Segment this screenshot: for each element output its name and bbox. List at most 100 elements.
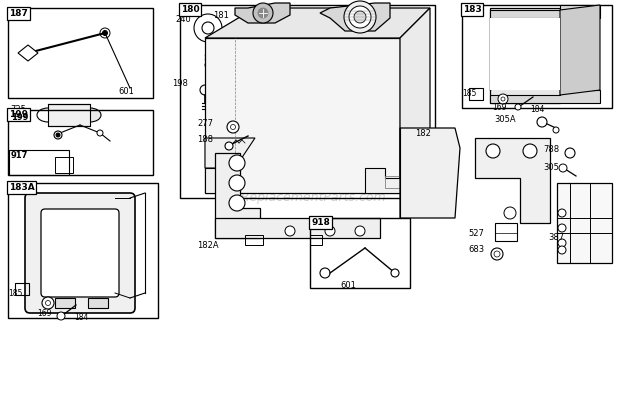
Circle shape [565,148,575,158]
Circle shape [558,246,566,254]
Text: 199: 199 [9,110,28,119]
Text: 601: 601 [118,88,134,97]
Polygon shape [205,168,235,193]
Circle shape [355,226,365,236]
Circle shape [320,268,330,278]
Circle shape [354,11,366,23]
Polygon shape [400,128,460,218]
Circle shape [553,127,559,133]
Polygon shape [475,138,550,223]
Circle shape [253,3,273,23]
Bar [385,176,400,188]
Polygon shape [205,138,255,168]
Bar [310,235,322,245]
Bar [462,5,612,108]
Text: 199: 199 [11,114,29,123]
Circle shape [344,1,376,33]
Text: 183: 183 [463,5,482,14]
Circle shape [523,144,537,158]
Circle shape [202,22,214,34]
Text: 305: 305 [543,162,559,171]
Text: 240: 240 [175,15,191,24]
Polygon shape [18,45,38,61]
Ellipse shape [79,108,101,122]
Text: 527: 527 [468,228,484,237]
Bar [8,183,158,318]
Text: 918: 918 [311,218,330,227]
Circle shape [558,209,566,217]
Bar [180,5,435,198]
Text: 198: 198 [172,79,188,88]
Text: 725: 725 [10,105,26,114]
Circle shape [486,144,500,158]
Polygon shape [235,3,290,23]
Circle shape [57,312,65,320]
Polygon shape [215,153,260,238]
Text: 169: 169 [37,310,51,318]
Polygon shape [205,38,400,193]
Text: 683: 683 [468,246,484,255]
Polygon shape [365,168,400,193]
Bar [245,235,263,245]
Circle shape [102,31,107,35]
Circle shape [285,226,295,236]
Bar [48,104,90,126]
Circle shape [558,239,566,247]
Ellipse shape [37,108,59,122]
Circle shape [200,85,210,95]
Text: 184: 184 [530,105,544,114]
FancyBboxPatch shape [25,193,135,313]
Text: 185: 185 [462,88,476,97]
Circle shape [25,50,30,55]
Polygon shape [490,5,600,18]
Circle shape [558,224,566,232]
Bar [310,218,410,288]
Bar [557,183,612,263]
Polygon shape [88,298,108,308]
Text: 601: 601 [340,281,356,290]
Bar [9,150,69,175]
Circle shape [97,130,103,136]
Circle shape [54,131,62,139]
Polygon shape [320,3,390,31]
Circle shape [45,301,50,305]
Circle shape [225,142,233,150]
FancyBboxPatch shape [41,209,119,297]
Polygon shape [490,90,600,103]
Text: 184: 184 [74,314,89,323]
Text: 183A: 183A [9,183,35,192]
Circle shape [258,8,268,18]
Text: 182: 182 [415,129,431,138]
Circle shape [100,28,110,38]
Circle shape [231,125,236,130]
Text: 387: 387 [548,233,564,242]
Circle shape [205,62,211,68]
Bar [8,110,153,175]
Circle shape [229,195,245,211]
Polygon shape [205,8,430,38]
Circle shape [194,14,222,42]
Circle shape [23,48,33,58]
Bar [15,283,29,295]
Bar [469,88,483,100]
Circle shape [504,207,516,219]
Circle shape [325,226,335,236]
Circle shape [559,164,567,172]
Polygon shape [490,8,560,103]
Text: 305A: 305A [494,116,516,125]
Polygon shape [400,8,430,193]
Circle shape [56,133,60,137]
Circle shape [42,297,54,309]
Text: 277: 277 [197,119,213,127]
Text: 185: 185 [8,288,22,298]
Bar [495,223,517,241]
Bar [8,8,153,98]
Circle shape [349,6,371,28]
Circle shape [491,248,503,260]
Circle shape [501,97,505,101]
Circle shape [229,155,245,171]
Text: 917: 917 [11,151,29,160]
Text: 187: 187 [9,9,28,18]
Circle shape [227,121,239,133]
Bar [55,157,73,173]
